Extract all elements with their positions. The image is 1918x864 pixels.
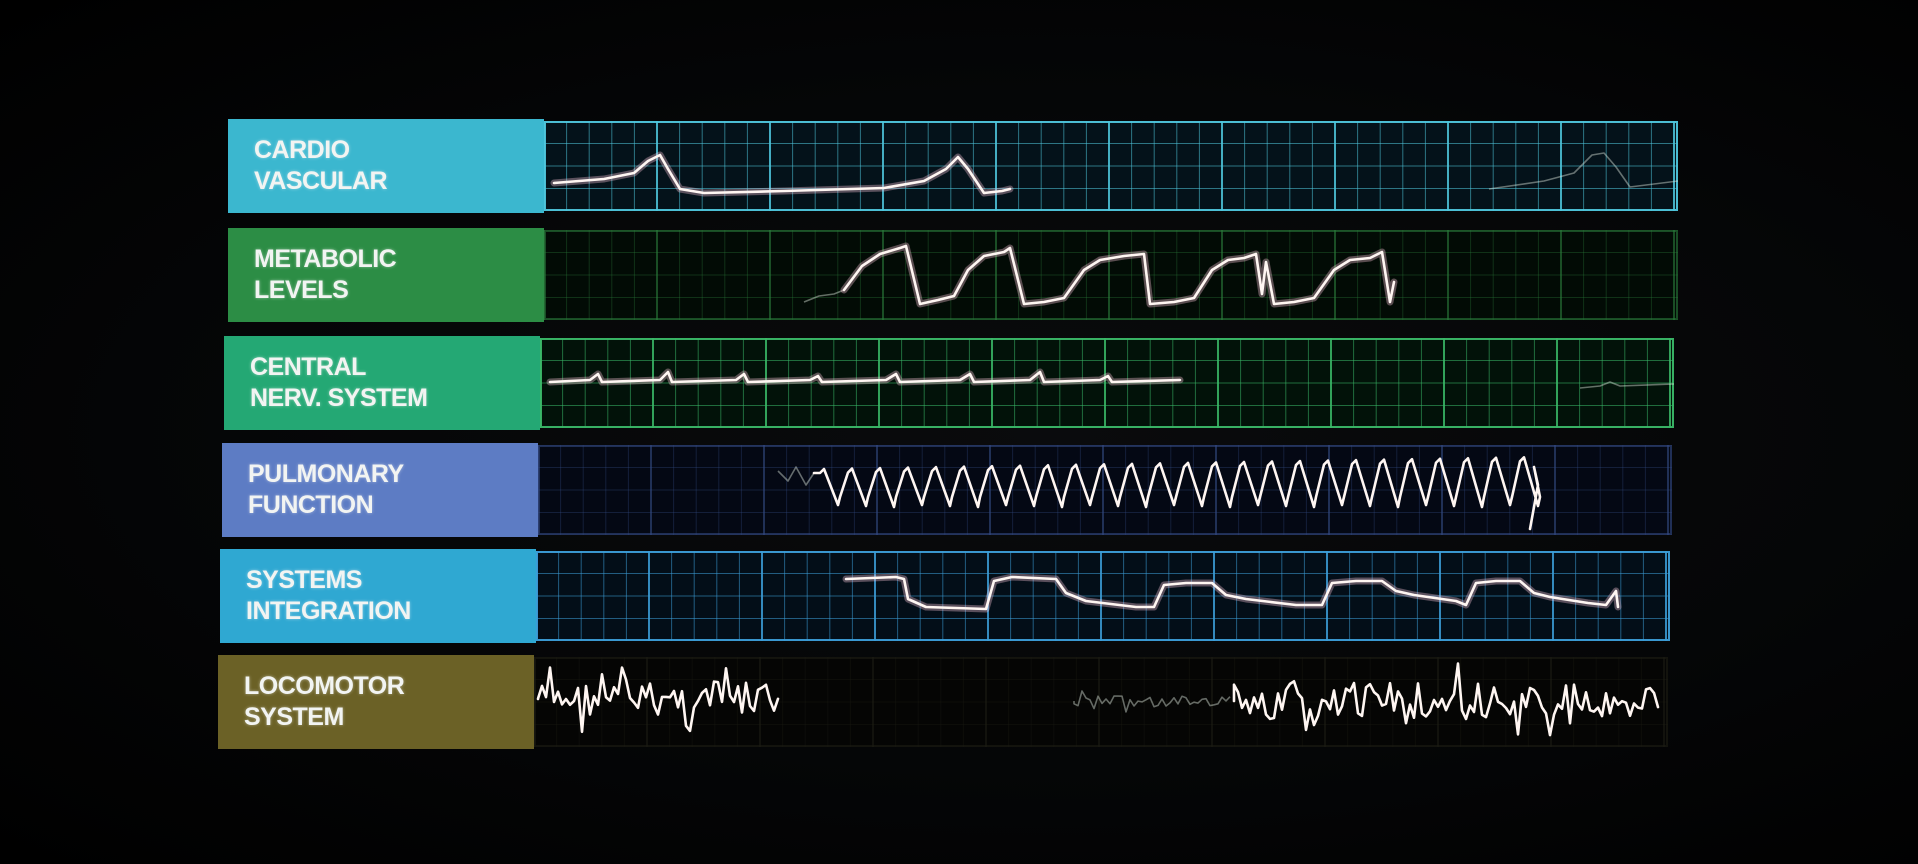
waveform-cns <box>540 338 1674 428</box>
waveform-pulmonary <box>538 445 1672 535</box>
trace-cardio-2 <box>1488 152 1678 190</box>
panel-background <box>544 230 1678 320</box>
label-cardio: CARDIO VASCULAR <box>228 119 544 213</box>
panel-row-cns: CENTRAL NERV. SYSTEM <box>224 336 1676 430</box>
label-cns-line2: NERV. SYSTEM <box>250 384 428 412</box>
grid-locomotor <box>534 657 1668 747</box>
trace-cns <box>548 370 1182 384</box>
trace-cardio-1 <box>552 153 1012 195</box>
label-pulmonary: PULMONARY FUNCTION <box>222 443 538 537</box>
waveform-panel-metabolic <box>544 230 1678 320</box>
panel-row-pulmonary: PULMONARY FUNCTION <box>222 443 1674 537</box>
label-cns-line1: CENTRAL <box>250 353 366 381</box>
label-metabolic-line2: LEVELS <box>254 276 349 304</box>
grid-cardio <box>544 121 1678 211</box>
waveform-locomotor <box>534 657 1668 747</box>
panel-row-metabolic: METABOLIC LEVELS <box>228 228 1680 322</box>
grid-systems <box>536 551 1670 641</box>
panel-background <box>538 445 1672 535</box>
waveform-systems <box>536 551 1670 641</box>
grid-cns <box>540 338 1674 428</box>
label-systems-line1: SYSTEMS <box>246 566 362 594</box>
trace-locomotor-1 <box>536 666 780 734</box>
waveform-panel-cardio <box>544 121 1678 211</box>
waveform-panel-locomotor <box>534 657 1668 747</box>
trace-locomotor-faint <box>1073 690 1231 713</box>
waveform-panel-pulmonary <box>538 445 1672 535</box>
label-locomotor: LOCOMOTOR SYSTEM <box>218 655 534 749</box>
label-locomotor-line2: SYSTEM <box>244 703 344 731</box>
grid-pulmonary <box>538 445 1672 535</box>
waveform-panel-cns <box>540 338 1674 428</box>
waveform-panel-systems <box>536 551 1670 641</box>
panel-row-systems: SYSTEMS INTEGRATION <box>220 549 1672 643</box>
label-pulmonary-line2: FUNCTION <box>248 491 374 519</box>
panel-row-cardio: CARDIO VASCULAR <box>228 119 1680 213</box>
trace-locomotor-2 <box>1232 662 1660 737</box>
waveform-metabolic <box>544 230 1678 320</box>
label-pulmonary-line1: PULMONARY <box>248 460 404 488</box>
label-metabolic-line1: METABOLIC <box>254 245 397 273</box>
trace-metabolic <box>842 244 1396 306</box>
label-locomotor-line1: LOCOMOTOR <box>244 672 405 700</box>
waveform-cardio <box>544 121 1678 211</box>
grid-metabolic <box>544 230 1678 320</box>
label-metabolic: METABOLIC LEVELS <box>228 228 544 322</box>
label-cns: CENTRAL NERV. SYSTEM <box>224 336 540 430</box>
label-systems-line2: INTEGRATION <box>246 597 411 625</box>
label-cardio-line1: CARDIO <box>254 136 350 164</box>
trace-systems <box>844 575 1620 611</box>
trace-pulmonary <box>812 456 1542 531</box>
label-cardio-line2: VASCULAR <box>254 167 388 195</box>
label-systems: SYSTEMS INTEGRATION <box>220 549 536 643</box>
panel-row-locomotor: LOCOMOTOR SYSTEM <box>218 655 1670 749</box>
